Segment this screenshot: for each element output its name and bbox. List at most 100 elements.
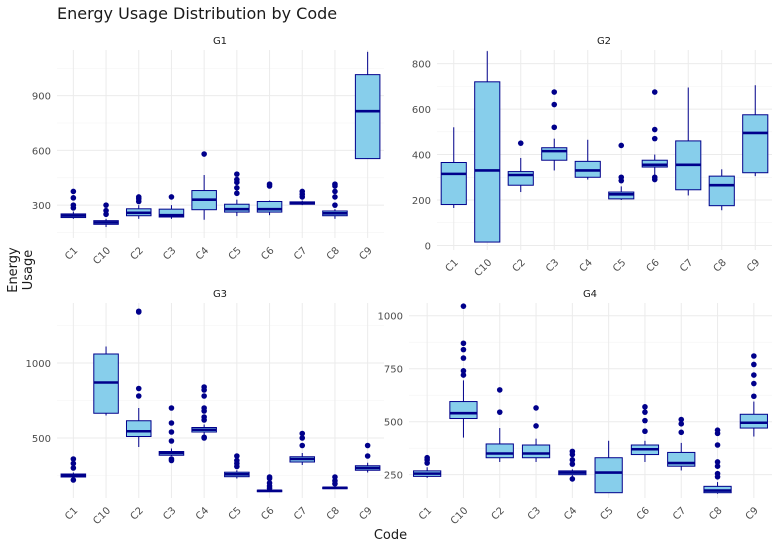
outlier-point bbox=[714, 470, 721, 477]
box-c8: C8 bbox=[322, 474, 348, 523]
box-c4: C4 bbox=[574, 139, 601, 275]
box-body bbox=[474, 81, 501, 243]
box-body bbox=[708, 175, 735, 207]
outlier-point bbox=[642, 428, 648, 435]
x-tick-label: C7 bbox=[292, 505, 309, 522]
x-tick-label: C3 bbox=[161, 505, 178, 522]
x-tick-label: C3 bbox=[544, 257, 561, 274]
outlier-point bbox=[201, 405, 207, 411]
outlier-point bbox=[299, 435, 306, 441]
x-tick-label: C5 bbox=[227, 245, 244, 262]
outlier-point bbox=[266, 181, 273, 187]
box-body bbox=[594, 457, 623, 494]
outlier-point bbox=[168, 456, 175, 462]
outlier-point bbox=[234, 176, 240, 183]
outlier-point bbox=[135, 308, 142, 315]
y-tick-label: 250 bbox=[384, 471, 403, 482]
outlier-point bbox=[496, 409, 503, 415]
x-tick-label: C7 bbox=[671, 505, 688, 522]
x-tick-label: C9 bbox=[745, 257, 762, 274]
outlier-point bbox=[103, 202, 109, 208]
outlier-point bbox=[168, 438, 175, 444]
outlier-point bbox=[460, 346, 467, 353]
outlier-point bbox=[70, 456, 77, 462]
x-tick-label: C10 bbox=[449, 505, 471, 527]
x-tick-label: C8 bbox=[707, 505, 724, 522]
panel-label: G3 bbox=[213, 289, 227, 300]
x-tick-label: C4 bbox=[194, 505, 211, 522]
box-c1: C1 bbox=[60, 188, 87, 263]
outlier-point bbox=[168, 429, 175, 435]
outlier-point bbox=[618, 174, 625, 181]
outlier-point bbox=[103, 207, 109, 214]
box-c10: C10 bbox=[91, 346, 119, 527]
box-body bbox=[440, 162, 467, 206]
panel-g4: 250 500 750 1000 G4 C1 C10 C2 C3 C4 C5 C6 C7 C8 C9 bbox=[378, 289, 772, 527]
x-tick-label: C5 bbox=[598, 505, 615, 522]
y-tick-label: 300 bbox=[32, 201, 51, 212]
outlier-point bbox=[168, 194, 175, 200]
outlier-point bbox=[201, 151, 207, 157]
outlier-point bbox=[569, 461, 576, 467]
box-body bbox=[354, 74, 381, 160]
outlier-point bbox=[714, 442, 721, 448]
box-c10: C10 bbox=[91, 202, 119, 267]
x-tick-label: C2 bbox=[129, 505, 146, 522]
outlier-point bbox=[569, 476, 576, 482]
box-c10: C10 bbox=[473, 51, 501, 279]
box-body bbox=[541, 147, 568, 161]
outlier-point bbox=[751, 393, 757, 400]
y-tick-label: 0 bbox=[425, 241, 431, 252]
y-tick-label: 800 bbox=[412, 60, 431, 71]
outlier-point bbox=[651, 126, 658, 133]
outlier-point bbox=[460, 303, 467, 309]
outlier-point bbox=[642, 409, 648, 415]
outlier-point bbox=[234, 453, 240, 459]
panel-g3: 500 1000 G3 C1 C10 C2 C3 C4 C5 C6 C7 C8 C9 bbox=[26, 289, 384, 527]
x-tick-label: C1 bbox=[63, 505, 80, 522]
outlier-point bbox=[551, 89, 558, 95]
outlier-point bbox=[651, 135, 658, 142]
outlier-point bbox=[201, 414, 207, 420]
x-tick-label: C9 bbox=[357, 505, 374, 522]
outlier-point bbox=[234, 171, 240, 177]
box-body bbox=[158, 208, 185, 218]
outlier-point bbox=[618, 142, 625, 149]
outlier-point bbox=[751, 353, 757, 359]
outlier-point bbox=[201, 393, 207, 399]
box-body bbox=[449, 401, 478, 420]
panel-label: G4 bbox=[583, 289, 597, 300]
box-c4: C4 bbox=[191, 151, 217, 263]
outlier-point bbox=[569, 448, 576, 455]
x-tick-label: C3 bbox=[526, 505, 543, 522]
outlier-point bbox=[751, 361, 757, 368]
outlier-point bbox=[460, 355, 467, 361]
outlier-point bbox=[460, 372, 467, 378]
x-tick-label: C4 bbox=[562, 505, 579, 522]
outlier-point bbox=[299, 188, 306, 195]
y-axis-label: Energy Usage bbox=[6, 247, 36, 293]
chart-title: Energy Usage Distribution by Code bbox=[57, 4, 338, 23]
box-c10: C10 bbox=[449, 303, 478, 527]
outlier-point bbox=[332, 474, 338, 480]
x-tick-label: C1 bbox=[417, 505, 434, 522]
outlier-point bbox=[168, 405, 175, 411]
panel-g1: 300 600 900 G1 C1 C10 C2 C3 C4 C5 C6 C7 C8 C9 bbox=[32, 36, 384, 267]
outlier-point bbox=[299, 430, 306, 437]
outlier-point bbox=[168, 420, 175, 426]
box-c9: C9 bbox=[354, 51, 381, 263]
x-tick-label: C1 bbox=[63, 245, 80, 262]
y-tick-label: 1000 bbox=[26, 359, 51, 370]
outlier-point bbox=[496, 387, 503, 393]
x-tick-label: C2 bbox=[511, 257, 528, 274]
box-c6: C6 bbox=[256, 474, 283, 523]
outlier-point bbox=[714, 459, 721, 465]
outlier-point bbox=[651, 174, 658, 181]
outlier-point bbox=[424, 454, 430, 461]
outlier-point bbox=[678, 421, 685, 427]
outlier-point bbox=[234, 185, 240, 191]
x-tick-label: C1 bbox=[444, 257, 461, 274]
outlier-point bbox=[135, 194, 142, 200]
